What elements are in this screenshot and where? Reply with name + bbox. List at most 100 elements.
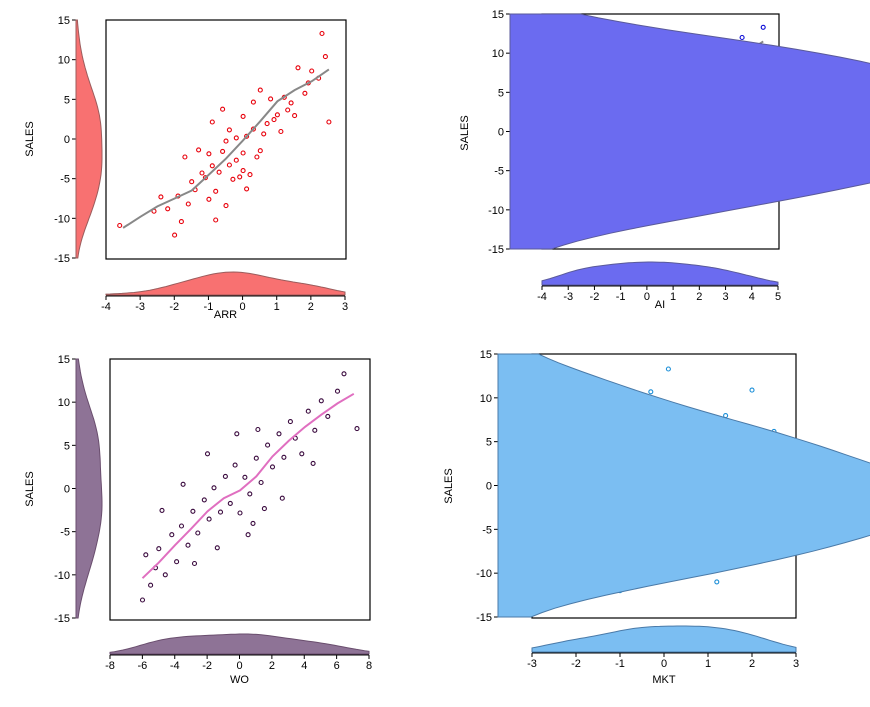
y-tick-label: 15 — [58, 354, 70, 366]
x-tick-label: -6 — [137, 660, 147, 672]
y-tick-label: 10 — [480, 393, 492, 405]
y-tick-label: -5 — [482, 524, 492, 536]
data-point — [264, 121, 270, 127]
y-tick-label: 10 — [58, 397, 70, 409]
x-axis-label: WO — [230, 674, 249, 686]
data-point — [213, 217, 219, 223]
data-point — [269, 464, 276, 470]
data-point — [240, 150, 246, 156]
y-tick-label: -10 — [476, 568, 492, 580]
data-point — [185, 201, 191, 207]
data-point — [182, 154, 188, 160]
data-point — [206, 196, 212, 202]
data-point — [287, 419, 293, 425]
x-tick-label: -4 — [101, 301, 111, 313]
data-point — [211, 485, 217, 491]
x-tick-label: 3 — [793, 658, 799, 670]
y-tick-label: -5 — [494, 166, 504, 178]
x-tick-label: 0 — [240, 301, 246, 313]
data-point — [191, 560, 198, 567]
x-tick-label: 2 — [308, 301, 314, 313]
data-point — [165, 206, 171, 212]
y-tick-label: 0 — [486, 481, 492, 493]
data-point — [244, 133, 250, 139]
data-point — [268, 96, 274, 102]
trend-line — [122, 68, 330, 229]
data-point — [276, 431, 282, 437]
x-tick-label: -3 — [135, 301, 145, 313]
data-point — [158, 194, 164, 200]
data-point — [245, 532, 251, 538]
y-tick-label: 15 — [480, 349, 492, 361]
y-tick-label: 5 — [498, 87, 504, 99]
data-point — [223, 138, 229, 144]
data-point — [199, 170, 205, 176]
data-point — [247, 491, 253, 497]
data-point — [295, 65, 301, 71]
data-point — [227, 500, 233, 506]
data-point — [178, 523, 185, 529]
data-point — [202, 175, 208, 181]
x-density-area — [109, 633, 370, 655]
data-point — [278, 128, 284, 135]
x-tick-label: -1 — [616, 291, 626, 303]
scatter-panel-wo: 15 10 5 0 -5 -10 -15 SALES -8 -6 -4 -2 0 2 4 6 8 WO — [24, 354, 372, 686]
data-point — [760, 24, 766, 30]
data-point — [279, 495, 285, 501]
data-point — [341, 371, 347, 377]
x-tick-label: -2 — [590, 291, 600, 303]
data-point — [226, 127, 232, 133]
data-point — [223, 203, 229, 209]
data-point — [253, 455, 259, 461]
data-point — [310, 460, 316, 466]
x-tick-label: 4 — [749, 291, 755, 303]
x-tick-label: 0 — [236, 660, 242, 672]
x-density-area — [541, 261, 779, 286]
data-point — [237, 510, 243, 516]
data-point — [230, 176, 236, 182]
data-point — [318, 398, 324, 404]
x-axis-label: AI — [655, 299, 665, 311]
data-point — [216, 169, 222, 175]
x-tick-label: 2 — [269, 660, 275, 672]
data-point — [247, 172, 253, 178]
trend-line — [141, 392, 355, 579]
data-point — [237, 174, 243, 180]
data-point — [148, 582, 154, 588]
data-point — [189, 179, 195, 185]
x-tick-label: 1 — [705, 658, 711, 670]
data-point — [749, 387, 755, 393]
x-tick-label: -4 — [537, 291, 547, 303]
x-density-area — [531, 625, 797, 653]
y-density-area — [497, 353, 870, 618]
x-tick-label: -3 — [563, 291, 573, 303]
x-tick-label: -4 — [170, 660, 180, 672]
x-axis-label: MKT — [652, 674, 676, 686]
x-tick-label: 4 — [301, 660, 307, 672]
x-density-area — [105, 271, 346, 296]
data-point — [254, 154, 260, 160]
y-tick-label: -10 — [54, 570, 70, 582]
data-point — [206, 151, 212, 157]
y-tick-label: 0 — [64, 134, 70, 146]
data-point — [326, 119, 332, 125]
x-tick-label: 0 — [661, 658, 667, 670]
y-tick-label: -15 — [54, 613, 70, 625]
data-point — [255, 426, 261, 433]
x-tick-label: -1 — [615, 658, 625, 670]
data-point — [250, 126, 256, 132]
data-point — [240, 113, 246, 119]
data-point — [257, 87, 263, 93]
data-point — [226, 162, 232, 168]
data-point — [217, 509, 224, 515]
data-point — [250, 99, 256, 105]
data-point — [299, 451, 305, 457]
data-point — [209, 119, 215, 125]
y-tick-label: 15 — [58, 15, 70, 27]
data-point — [162, 572, 168, 578]
data-point — [648, 389, 654, 395]
data-point — [261, 506, 267, 512]
x-tick-label: 3 — [342, 301, 348, 313]
data-point — [274, 112, 280, 118]
data-point — [312, 427, 318, 433]
